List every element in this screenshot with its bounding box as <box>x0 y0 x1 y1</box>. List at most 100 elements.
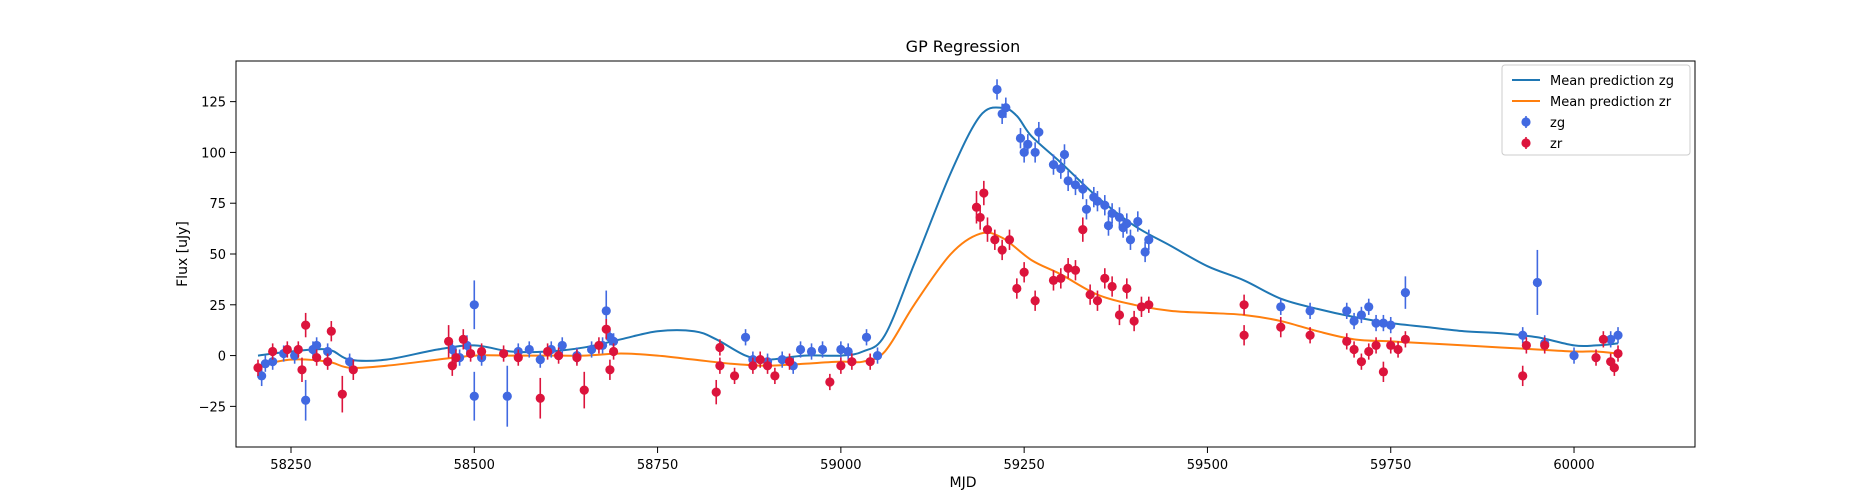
x-tick-label: 60000 <box>1553 458 1594 473</box>
data-point-zg <box>1056 164 1066 174</box>
data-point-zg <box>1364 302 1374 312</box>
data-point-zr <box>1364 346 1374 357</box>
data-point-zr <box>348 365 358 375</box>
data-point-zr <box>337 389 347 399</box>
data-point-zr <box>301 320 311 330</box>
data-point-zr <box>608 346 619 357</box>
y-axis-ticks: −25 0 25 50 75 100 125 <box>199 96 236 415</box>
data-point-zr <box>535 393 545 403</box>
data-point-zr <box>1356 357 1367 367</box>
data-point-zg <box>1342 306 1352 316</box>
y-tick-label: 75 <box>209 197 226 212</box>
data-point-zr <box>1078 225 1088 235</box>
data-point-zr <box>1122 283 1132 294</box>
data-point-zr <box>762 361 773 371</box>
legend-label-zr: zr <box>1550 137 1563 152</box>
data-point-zg <box>608 336 619 346</box>
data-point-zr <box>990 235 1000 245</box>
data-point-zr <box>1092 296 1103 306</box>
data-point-zr <box>1371 340 1381 351</box>
data-point-zr <box>297 365 307 375</box>
data-point-zr <box>1144 300 1154 310</box>
data-point-zg <box>1133 216 1143 227</box>
data-point-zg <box>861 332 872 342</box>
data-point-zr <box>770 371 780 381</box>
x-tick-label: 58500 <box>454 458 495 473</box>
data-point-zg <box>268 357 278 367</box>
data-point-zr <box>1004 235 1015 245</box>
data-point-zr <box>447 361 457 371</box>
data-point-zr <box>1107 281 1117 292</box>
x-tick-label: 59250 <box>1003 458 1044 473</box>
data-point-zg <box>1378 318 1389 328</box>
data-point-zg <box>601 306 611 316</box>
data-point-zr <box>458 334 468 344</box>
data-point-zg <box>1100 200 1110 210</box>
data-point-zg <box>1349 316 1359 326</box>
data-point-zr <box>513 353 523 363</box>
data-point-zg <box>872 350 883 361</box>
data-point-zr <box>594 340 604 351</box>
data-point-zg <box>1371 318 1381 328</box>
data-point-zg <box>1001 103 1011 113</box>
data-point-zg <box>777 355 787 365</box>
data-point-zg <box>1613 330 1623 340</box>
y-tick-label: 125 <box>201 96 226 111</box>
data-point-zr <box>268 346 278 357</box>
data-point-zr <box>729 371 740 381</box>
y-tick-label: 25 <box>209 299 226 314</box>
data-point-zr <box>1070 265 1081 275</box>
data-point-zg <box>1078 184 1088 194</box>
data-point-zg <box>992 84 1002 95</box>
data-point-zr <box>1613 348 1623 359</box>
data-point-zr <box>975 212 985 223</box>
data-point-zr <box>1056 273 1066 283</box>
data-point-zg <box>524 344 534 355</box>
data-point-zg <box>1569 350 1579 361</box>
data-point-zr <box>982 225 993 235</box>
legend-label-mean-prediction-zg: Mean prediction zg <box>1550 74 1674 89</box>
x-tick-label: 58250 <box>270 458 311 473</box>
plot-frame <box>235 60 1696 448</box>
data-point-zr <box>444 336 454 346</box>
data-point-zg <box>1030 147 1040 158</box>
data-point-zr <box>1239 330 1249 340</box>
y-tick-label: 0 <box>218 350 226 365</box>
data-point-zr <box>836 361 846 371</box>
data-point-zg <box>502 391 512 401</box>
data-point-zr <box>312 353 322 363</box>
data-point-zr <box>323 357 333 367</box>
data-point-zg <box>740 332 751 342</box>
data-point-zg <box>1140 247 1150 257</box>
data-point-zg <box>1023 139 1033 149</box>
data-point-zg <box>1063 176 1073 186</box>
data-point-zg <box>1092 196 1103 206</box>
line-mean-prediction-zg <box>257 106 1619 362</box>
data-point-zr <box>1063 263 1073 273</box>
data-point-zg <box>1125 235 1136 245</box>
x-tick-label: 59500 <box>1187 458 1228 473</box>
data-point-zr <box>1342 336 1352 346</box>
data-point-zr <box>979 188 989 198</box>
data-point-zg <box>1606 334 1616 344</box>
data-point-zr <box>847 357 857 367</box>
data-point-zr <box>1276 322 1286 332</box>
data-point-zg <box>1400 288 1410 298</box>
data-point-zr <box>1540 340 1550 351</box>
data-point-zr <box>997 245 1007 255</box>
observation-points <box>253 79 1623 427</box>
data-point-zr <box>825 377 835 387</box>
data-point-zg <box>1015 133 1026 143</box>
legend: Mean prediction zg Mean prediction zr zg zr <box>1501 64 1691 156</box>
x-tick-label: 59000 <box>820 458 861 473</box>
y-tick-label: 100 <box>201 146 226 161</box>
data-point-zr <box>253 363 263 373</box>
data-point-zg <box>806 346 817 357</box>
data-point-zg <box>1070 180 1081 190</box>
data-point-zg <box>1518 330 1528 340</box>
data-point-zr <box>1349 344 1359 355</box>
data-point-zr <box>466 348 476 359</box>
data-point-zr <box>784 357 795 367</box>
data-point-zr <box>553 350 564 361</box>
